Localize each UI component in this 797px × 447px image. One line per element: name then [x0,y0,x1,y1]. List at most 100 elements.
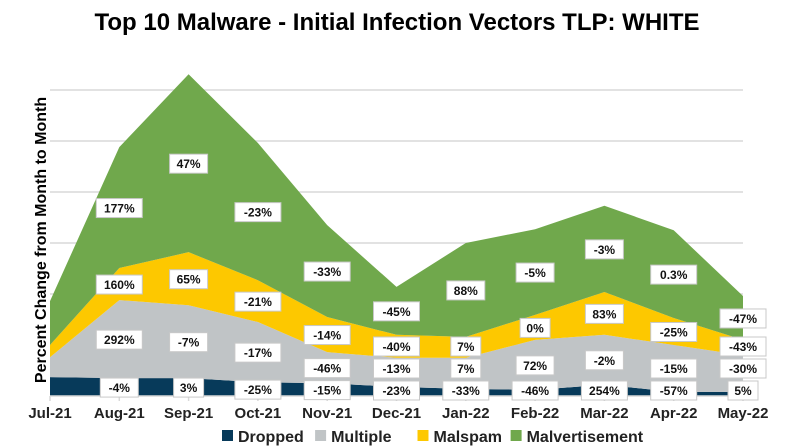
data-label-box [95,198,143,219]
data-label-text: -17% [244,346,272,360]
data-label-box [234,291,282,312]
data-label-box [303,325,351,346]
data-label-box [515,262,555,283]
x-tick-label: May-22 [718,405,769,422]
x-tick-label: Feb-22 [511,405,559,422]
legend-item-dropped: Dropped [222,429,304,446]
data-label-text: 72% [523,359,547,373]
data-label: -45% [373,301,420,322]
data-label: -7% [169,332,209,353]
legend-label: Malvertisement [527,429,644,446]
data-label-box [584,303,624,324]
x-tick-label: Oct-21 [235,405,282,422]
data-label-box [303,261,351,282]
data-label-box [373,336,420,357]
data-label: -13% [373,358,420,379]
x-tick-label: Nov-21 [302,405,352,422]
data-label-text: 88% [454,284,478,298]
data-label: 160% [95,274,143,295]
data-label-box [373,358,420,379]
x-tick-label: Jan-22 [442,405,490,422]
data-label-box [450,336,482,357]
data-label: -14% [303,325,351,346]
data-label-text: -33% [313,265,341,279]
data-label: 254% [580,380,628,401]
data-label-box [584,350,624,371]
data-label-text: -47% [729,312,757,326]
data-label-text: 7% [457,362,475,376]
data-label-text: -21% [244,295,272,309]
data-label-text: -57% [660,384,688,398]
data-label-box [234,202,282,223]
data-label-text: -46% [521,384,549,398]
data-label-box [719,336,767,357]
data-label: -46% [511,380,559,401]
data-label: -33% [442,380,490,401]
data-label-text: 0.3% [660,268,688,282]
data-label-box [584,239,624,260]
data-label: -2% [584,350,624,371]
data-label-text: 65% [177,273,201,287]
data-label: -33% [303,261,351,282]
data-label-text: -25% [244,383,272,397]
data-label-text: 254% [589,384,620,398]
data-label-box [99,377,139,398]
data-label-box [169,153,209,174]
data-label-box [650,380,698,401]
data-label-text: -46% [313,362,341,376]
legend-swatch [510,430,522,441]
data-label: -25% [234,379,282,400]
data-label: -4% [99,377,139,398]
data-label-text: -40% [382,340,410,354]
legend-swatch [417,430,429,441]
data-label-box [519,317,551,338]
data-label-text: 3% [180,381,198,395]
data-label: -17% [234,342,282,363]
data-label-box [719,308,767,329]
legend-item-malvertisement: Malvertisement [510,429,644,446]
data-label: 65% [169,269,209,290]
data-label-box [303,380,351,401]
data-label-box [173,377,205,398]
data-label-text: 0% [526,321,544,335]
data-label-box [650,358,698,379]
legend-swatch [222,430,233,441]
legend-label: Malspam [434,429,502,446]
data-label-box [511,380,559,401]
x-tick-label: Mar-22 [580,405,628,422]
area-malvertisement [50,74,743,345]
area-malspam [50,252,743,358]
data-label-text: 7% [457,340,475,354]
legend-label: Multiple [331,429,392,446]
data-label-text: -30% [729,362,757,376]
data-label: -23% [234,202,282,223]
data-label: 0.3% [650,264,698,285]
data-label-text: -13% [382,362,410,376]
data-label: 7% [450,336,482,357]
data-label-text: -4% [109,381,131,395]
legend-item-multiple: Multiple [315,429,392,446]
legend-item-malspam: Malspam [417,429,502,446]
data-label-box [442,380,490,401]
data-label-text: 160% [104,278,135,292]
data-label-box [169,332,209,353]
x-tick-label: Dec-21 [372,405,421,422]
data-label-box [234,342,282,363]
data-label: 3% [173,377,205,398]
data-label-text: -2% [594,354,616,368]
x-tick-label: Sep-21 [164,405,213,422]
area-multiple [50,300,743,392]
data-label-text: -45% [382,305,410,319]
data-label-box [650,321,698,342]
data-label: -5% [515,262,555,283]
data-label: -15% [303,380,351,401]
data-label-text: 47% [177,157,201,171]
data-label: 88% [446,280,486,301]
data-label-box [169,269,209,290]
data-label-text: 292% [104,333,135,347]
data-label: -25% [650,321,698,342]
data-label: 292% [95,329,143,350]
legend-swatch [315,430,327,441]
data-label: -23% [373,380,420,401]
